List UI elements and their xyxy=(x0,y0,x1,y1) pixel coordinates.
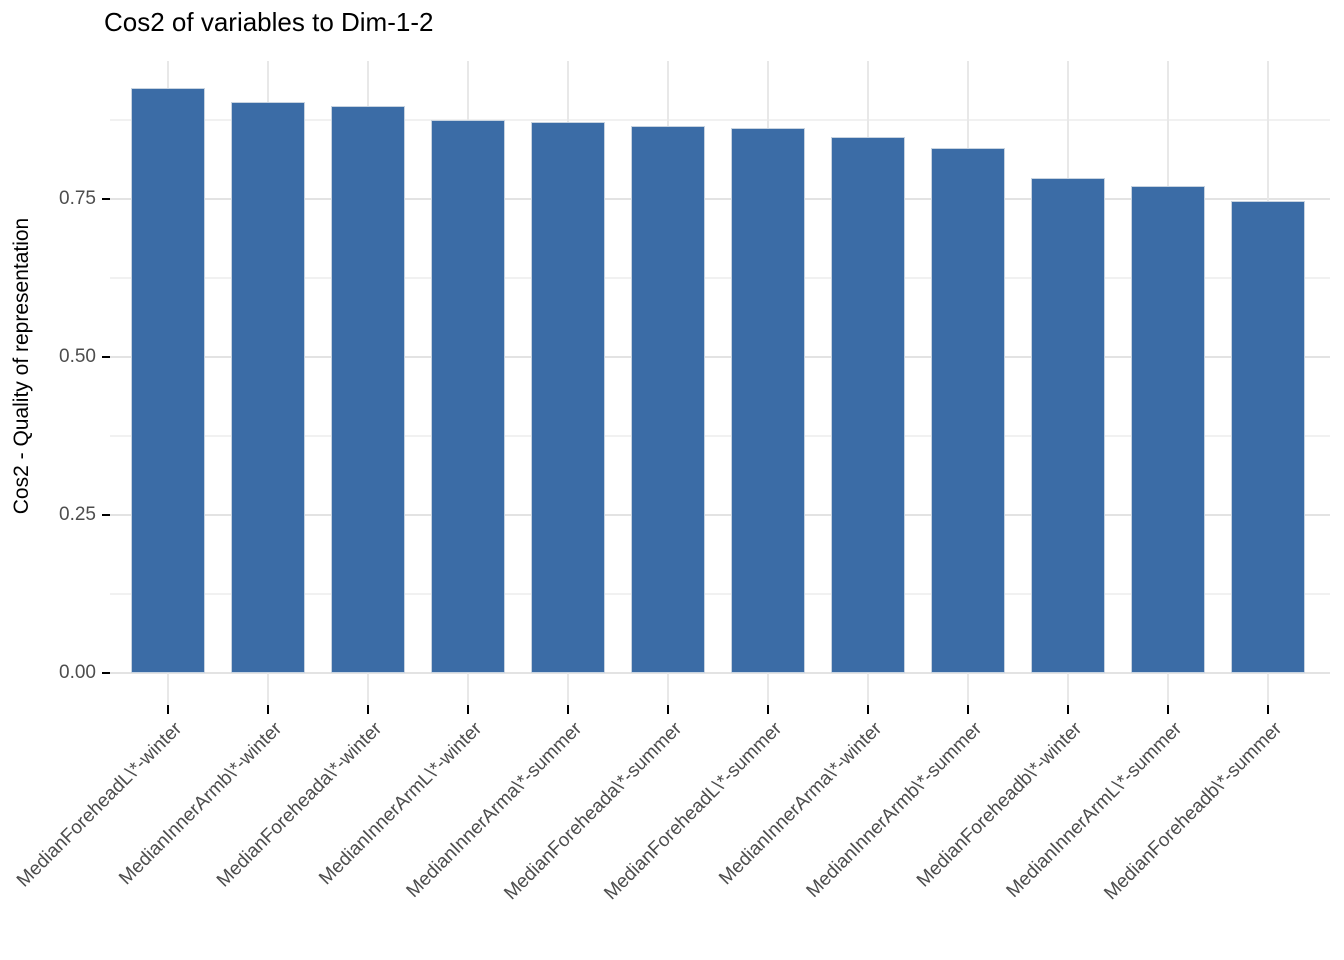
x-tick-label: MedianInnerArma\*-winter xyxy=(715,718,887,890)
x-tick-label: MedianForeheadb\*-summer xyxy=(1100,718,1287,905)
bar xyxy=(831,137,905,673)
bar xyxy=(731,128,805,673)
grid-line-minor xyxy=(110,593,1330,595)
x-axis-tick xyxy=(667,705,669,714)
y-tick-label: 0.50 xyxy=(59,346,96,367)
x-tick-label: MedianForeheadL\*-summer xyxy=(600,718,787,905)
y-axis-tick xyxy=(102,198,110,200)
grid-line-minor xyxy=(110,435,1330,437)
x-axis-tick xyxy=(267,705,269,714)
y-tick-label: 0.00 xyxy=(59,662,96,683)
chart-title: Cos2 of variables to Dim-1-2 xyxy=(104,7,434,37)
grid-line-major xyxy=(110,356,1330,358)
x-axis-tick xyxy=(767,705,769,714)
y-axis-tick xyxy=(102,672,110,674)
bar xyxy=(231,102,305,673)
x-tick-label: MedianForeheadL\*-winter xyxy=(12,718,187,892)
x-tick-label: MedianForeheadb\*-winter xyxy=(912,718,1087,892)
y-axis-tick xyxy=(102,514,110,516)
x-tick-label: MedianForeheada\*-winter xyxy=(212,718,387,892)
y-axis-title: Cos2 - Quality of representation xyxy=(10,217,33,515)
bar xyxy=(631,126,705,673)
x-axis-tick xyxy=(1267,705,1269,714)
bar xyxy=(331,106,405,673)
bar xyxy=(431,120,505,673)
x-tick-label: MedianInnerArma\*-summer xyxy=(402,718,587,902)
grid-line-major xyxy=(110,198,1330,200)
x-tick-label: MedianInnerArmb\*-summer xyxy=(802,718,987,902)
y-axis-tick xyxy=(102,356,110,358)
x-axis-tick xyxy=(1167,705,1169,714)
bar xyxy=(131,88,205,673)
plot-panel xyxy=(110,61,1330,705)
bar xyxy=(1131,186,1205,673)
bar xyxy=(531,122,605,673)
x-axis-tick xyxy=(467,705,469,714)
x-tick-label: MedianInnerArmL\*-winter xyxy=(315,718,487,890)
y-tick-label: 0.75 xyxy=(59,188,96,209)
y-tick-label: 0.25 xyxy=(59,504,96,525)
grid-line-major xyxy=(110,514,1330,516)
x-axis-tick xyxy=(967,705,969,714)
grid-line-minor xyxy=(110,277,1330,279)
x-axis-tick xyxy=(567,705,569,714)
x-tick-label: MedianForeheada\*-summer xyxy=(500,718,687,905)
x-axis-tick xyxy=(867,705,869,714)
x-axis-tick xyxy=(367,705,369,714)
bar xyxy=(1231,201,1305,673)
bar xyxy=(931,148,1005,673)
bar xyxy=(1031,178,1105,673)
x-axis-tick xyxy=(167,705,169,714)
x-axis-tick xyxy=(1067,705,1069,714)
x-tick-label: MedianInnerArmb\*-winter xyxy=(115,718,287,890)
grid-line-minor xyxy=(110,119,1330,121)
x-tick-label: MedianInnerArmL\*-summer xyxy=(1002,718,1187,902)
grid-line-major xyxy=(110,672,1330,674)
